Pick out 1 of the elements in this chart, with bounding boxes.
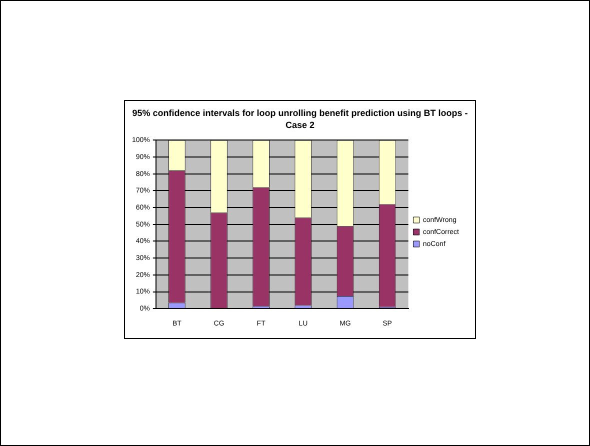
- chart-title: 95% confidence intervals for loop unrolling benefit prediction using BT loops - Case 2: [131, 107, 469, 131]
